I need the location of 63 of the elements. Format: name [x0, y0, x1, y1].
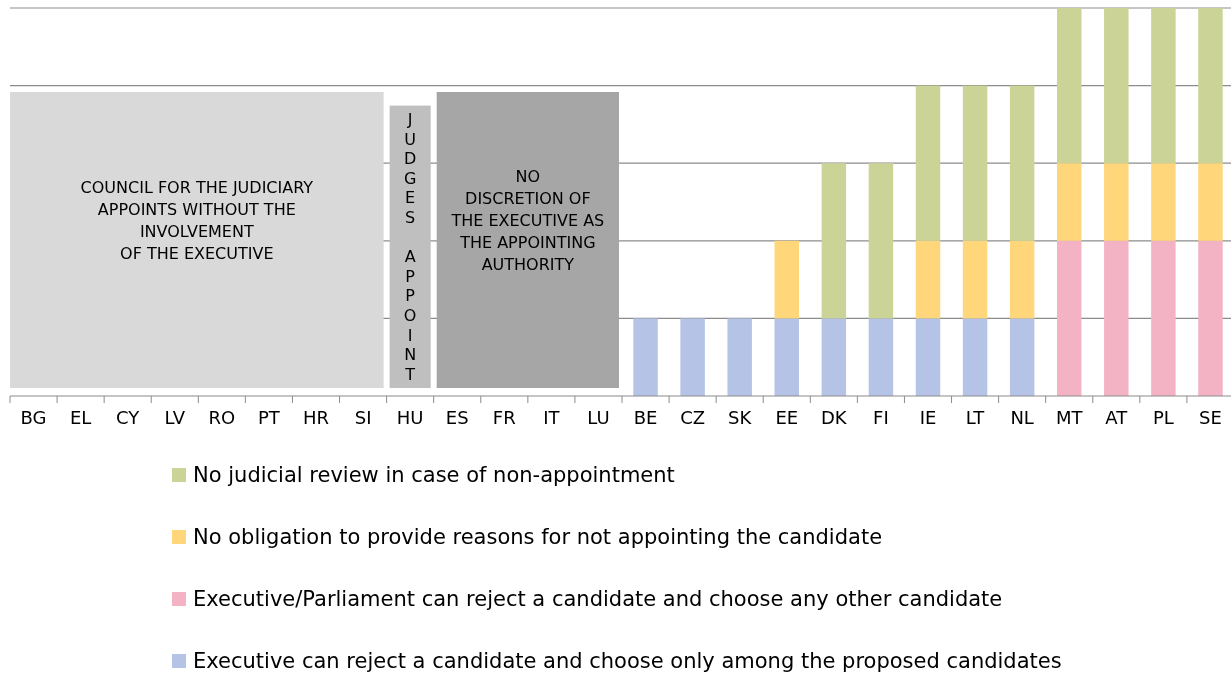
bar	[1104, 8, 1129, 164]
bar	[1151, 8, 1176, 164]
bar	[1198, 8, 1223, 164]
text: JUDGES APPOINT	[403, 110, 417, 384]
x-tick-label: DK	[821, 407, 848, 428]
x-tick-label: SI	[354, 407, 372, 428]
bar	[1009, 318, 1035, 396]
legend-label: Executive can reject a candidate and choose only among the proposed candidates	[193, 649, 1062, 674]
legend-label: No obligation to provide reasons for not appointing the candidate	[193, 525, 883, 550]
x-tick-label: PL	[1152, 407, 1174, 428]
x-tick-label: RO	[208, 407, 236, 428]
bar	[1056, 163, 1082, 241]
bar	[680, 318, 705, 396]
x-tick-label: FI	[873, 407, 889, 428]
bar	[1009, 240, 1035, 319]
bar	[1056, 8, 1082, 164]
x-tick-label: PT	[257, 407, 281, 428]
bar	[1151, 240, 1176, 396]
x-tick-label: HR	[302, 407, 330, 428]
x-tick-label: EL	[69, 407, 92, 428]
bar	[821, 163, 847, 319]
bar	[774, 240, 800, 319]
bar	[962, 85, 988, 241]
bar	[915, 240, 941, 319]
bar	[868, 318, 894, 396]
x-tick-label: SE	[1199, 407, 1222, 428]
x-tick-label: LT	[965, 407, 986, 428]
bar	[1198, 240, 1223, 396]
legend-label: Executive/Parliament can reject a candidate and choose any other candidate	[193, 587, 1003, 612]
x-tick-label: LU	[587, 407, 610, 428]
bar	[962, 240, 988, 319]
legend-label: No judicial review in case of non-appointment	[193, 463, 675, 488]
bar	[727, 318, 752, 396]
bar	[915, 318, 941, 396]
bar	[1151, 163, 1176, 241]
band-label: COUNCIL FOR THE JUDICIARY APPOINTS WITHOUT THE INVOLVEMENT OF THE EXECUTIVE	[80, 177, 314, 263]
bar	[1198, 163, 1223, 241]
x-tick-label: NL	[1010, 407, 1034, 428]
x-tick-label: FR	[492, 407, 516, 428]
x-tick-label: HU	[396, 407, 424, 428]
x-tick-label: AT	[1105, 407, 1129, 428]
bar	[774, 318, 800, 396]
bar	[868, 163, 894, 319]
bar	[1009, 85, 1035, 241]
x-tick-label: MT	[1055, 407, 1084, 428]
bar	[1104, 240, 1129, 396]
x-tick-label: EE	[775, 407, 799, 428]
x-tick-label: SK	[728, 407, 753, 428]
x-tick-label: CY	[116, 407, 141, 428]
x-tick-label: BG	[20, 407, 47, 428]
bar	[821, 318, 847, 396]
x-tick-label: LV	[164, 407, 186, 428]
x-tick-label: BE	[633, 407, 658, 428]
band-label: NO DISCRETION OF THE EXECUTIVE AS THE APPOINTING AUTHORITY	[450, 166, 605, 274]
x-tick-label: IE	[919, 407, 937, 428]
x-tick-label: IT	[543, 407, 561, 428]
x-tick-label: ES	[445, 407, 469, 428]
x-tick-label: CZ	[680, 407, 706, 428]
bar	[1104, 163, 1129, 241]
bar	[633, 318, 658, 396]
bar	[1056, 240, 1082, 396]
bar	[915, 85, 941, 241]
bar	[962, 318, 988, 396]
